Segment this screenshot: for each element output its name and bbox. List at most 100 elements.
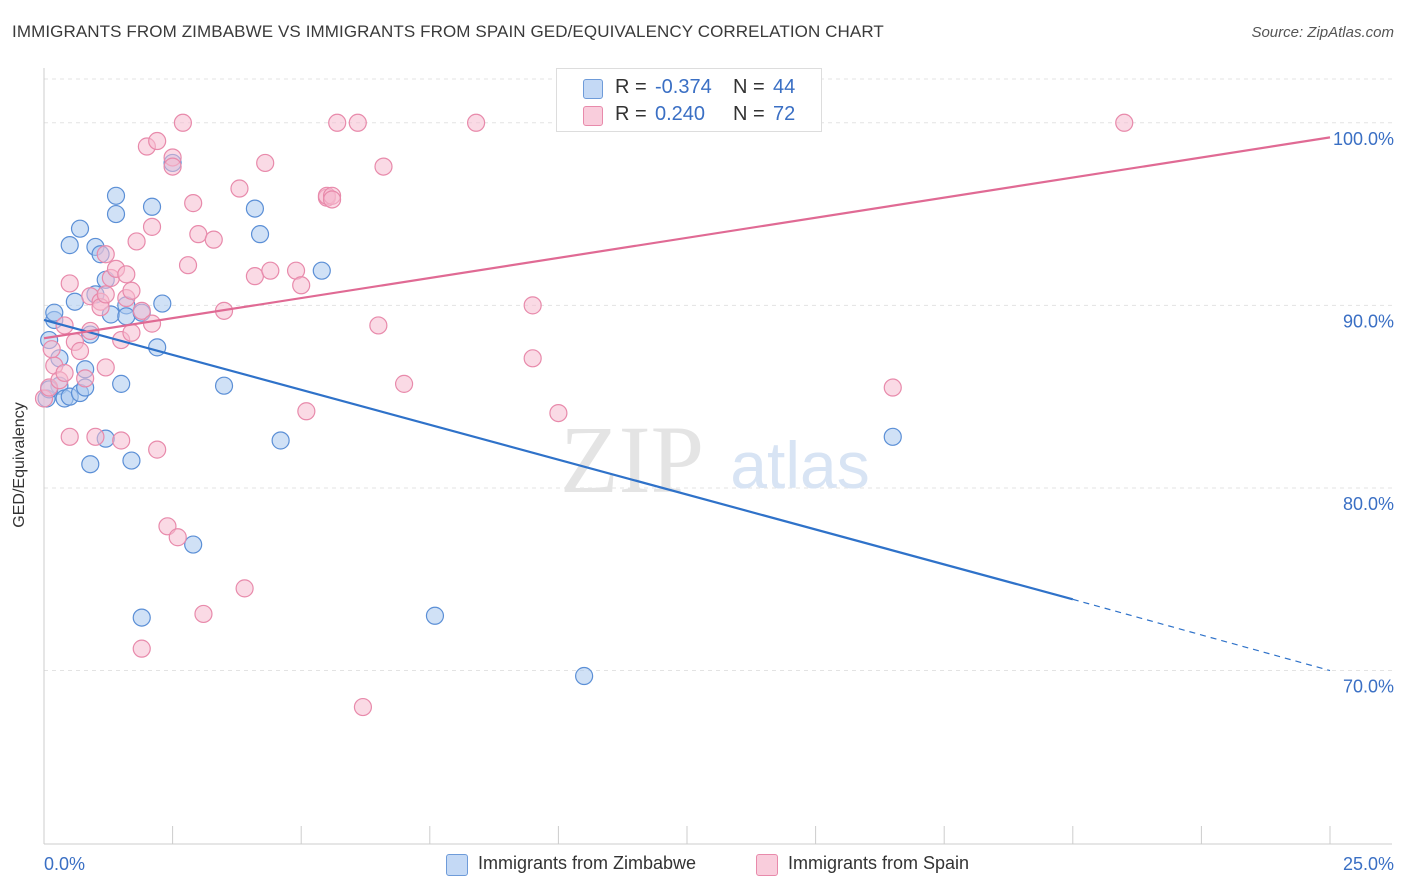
spain-point [148,131,167,151]
spain-point [96,245,115,264]
r-value: 0.240 [655,103,706,125]
zimbabwe-trend-extension [1072,598,1331,672]
zimbabwe-point [250,225,270,244]
zimbabwe-point [312,261,331,280]
spain-point [204,230,223,249]
stats-row-spain: R = 0.240 N = 72 [557,100,821,128]
spain-point [194,604,213,624]
legend-zimbabwe-label: Immigrants from Zimbabwe [478,853,697,873]
spain-point [173,113,192,132]
spain-point [117,265,136,284]
spain-point [374,157,393,176]
zimbabwe-point [60,236,79,255]
chart-title: IMMIGRANTS FROM ZIMBABWE VS IMMIGRANTS F… [12,22,884,41]
zimbabwe-point [122,451,141,470]
spain-point [112,431,131,450]
correlation-stats-box: R = -0.374 N = 44 R = 0.240 N = 72 [556,68,822,132]
spain-swatch [583,106,603,126]
watermark-zip: ZIP [560,406,704,513]
zimbabwe-point [153,294,172,313]
stats-row-zimbabwe: R = -0.374 N = 44 [557,73,821,101]
x-tick-label: 0.0% [44,854,85,874]
zimbabwe-point [245,199,265,218]
spain-point [42,340,61,359]
spain-point [261,261,280,280]
spain-point [163,157,182,176]
zimbabwe-trend-line [43,318,1074,601]
spain-point [55,363,74,383]
zimbabwe-point [106,204,126,224]
y-tick-label: 80.0% [1343,494,1394,514]
spain-point [328,113,347,132]
spain-point [148,440,167,459]
legend-spain-swatch [756,854,778,876]
spain-point [235,579,254,598]
spain-point [70,341,90,361]
spain-point [76,369,95,388]
spain-point [523,296,542,315]
zimbabwe-point [425,606,445,625]
zimbabwe-point [271,431,290,450]
spain-point [96,358,115,377]
zimbabwe-point [65,292,84,311]
spain-point [142,314,162,333]
r-label: R = [615,76,647,98]
n-label: N = [733,76,765,98]
spain-point [523,349,542,368]
spain-point [230,179,249,198]
zimbabwe-point [117,307,136,326]
n-label: N = [733,103,765,125]
spain-point [184,194,203,213]
spain-point [1115,113,1134,132]
spain-point [189,225,208,244]
axes [43,68,1392,845]
trend-lines [43,136,1331,672]
y-tick-label: 100.0% [1333,129,1394,149]
x-tick-label: 25.0% [1343,854,1394,874]
watermark-atlas: atlas [730,428,869,502]
spain-point [96,285,115,304]
zimbabwe-swatch [583,79,603,99]
zimbabwe-point [45,303,64,322]
y-tick-label: 70.0% [1343,677,1394,697]
spain-point [883,378,902,397]
spain-point [132,301,151,320]
spain-point [256,153,275,173]
zimbabwe-point [81,455,100,474]
spain-point [60,274,79,293]
zimbabwe-point [184,535,203,554]
spain-trend-line [43,136,1331,340]
watermark: ZIP atlas [560,406,870,513]
zimbabwe-point [883,427,902,446]
spain-point [297,402,316,421]
n-value: 44 [773,76,796,98]
zimbabwe-point [132,608,151,627]
legend-zimbabwe-swatch [446,854,468,876]
r-value: -0.374 [655,76,712,98]
tick-labels: 70.0% 80.0% 90.0% 100.0% 0.0% 25.0% [44,129,1394,874]
spain-point [394,374,414,393]
zimbabwe-point [112,374,131,393]
zimbabwe-point [142,197,162,216]
zimbabwe-point [70,219,90,238]
legend: Immigrants from Zimbabwe Immigrants from… [0,852,1406,878]
spain-point [353,697,373,717]
spain-point [245,267,265,286]
spain-point [292,276,311,295]
zimbabwe-point [106,186,126,205]
spain-point [348,113,367,132]
spain-point [86,427,105,446]
spain-point [322,190,342,209]
spain-point [132,639,151,658]
legend-spain-label: Immigrants from Spain [788,853,970,873]
r-label: R = [615,103,647,125]
zimbabwe-point [214,376,234,395]
spain-point [127,232,146,251]
spain-point [122,281,141,300]
source-credit: Source: ZipAtlas.com [1251,24,1394,41]
spain-point [168,528,187,547]
spain-point [122,323,141,342]
spain-point [178,256,198,275]
spain-point [549,403,568,423]
